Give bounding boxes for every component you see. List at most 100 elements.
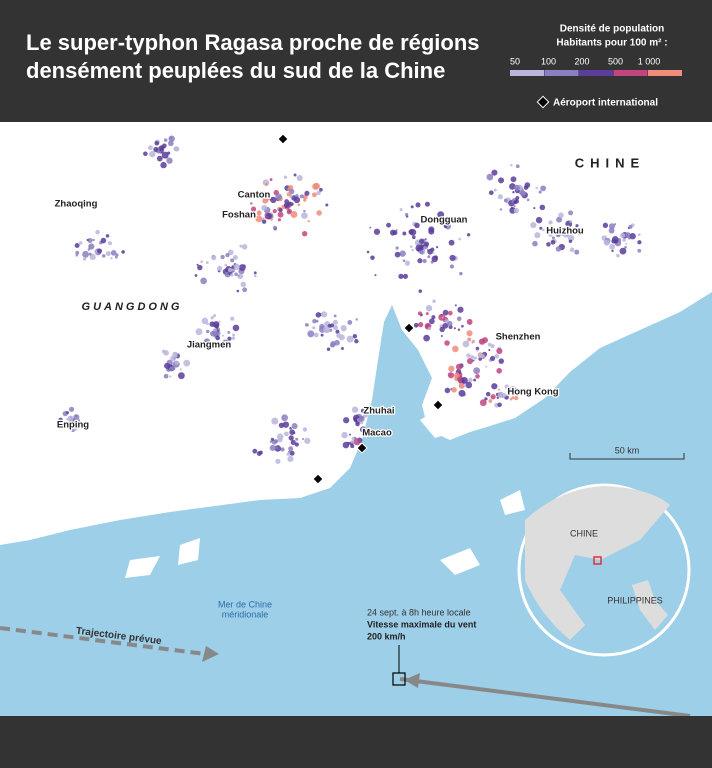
- place-label: Canton: [238, 190, 271, 201]
- density-blob: [444, 340, 450, 346]
- density-blob: [87, 238, 93, 244]
- density-blob: [227, 336, 232, 341]
- density-blob: [539, 226, 543, 230]
- density-blob: [541, 228, 545, 232]
- density-blob: [357, 417, 363, 423]
- density-blob: [261, 204, 268, 211]
- density-blob: [440, 335, 443, 338]
- density-blob: [499, 208, 503, 211]
- density-blob: [427, 326, 432, 331]
- density-blob: [209, 321, 216, 327]
- density-blob: [214, 324, 219, 329]
- density-blob: [503, 198, 508, 203]
- density-blob: [214, 341, 217, 345]
- density-blob: [283, 202, 290, 208]
- density-blob: [201, 317, 209, 325]
- density-blob: [354, 439, 358, 443]
- density-blob: [509, 386, 516, 393]
- density-blob: [608, 223, 615, 230]
- density-blob: [293, 196, 301, 204]
- density-blob: [466, 353, 471, 358]
- density-blob: [395, 246, 399, 250]
- density-blob: [252, 448, 258, 454]
- density-blob: [555, 246, 562, 252]
- density-blob: [340, 325, 347, 332]
- density-blob: [350, 440, 354, 444]
- density-blob: [302, 437, 305, 441]
- density-blob: [461, 324, 464, 328]
- density-blob: [497, 402, 502, 408]
- density-blob: [168, 366, 174, 372]
- scale-label: 50 km: [615, 445, 640, 455]
- density-blob: [466, 233, 471, 237]
- density-blob: [301, 212, 308, 219]
- density-blob: [149, 150, 156, 158]
- inset-marker: [593, 556, 602, 565]
- density-blob: [485, 391, 491, 397]
- density-blob: [307, 330, 315, 338]
- density-blob: [415, 244, 423, 252]
- density-blob: [75, 250, 80, 255]
- density-blob: [278, 422, 285, 429]
- density-blob: [304, 437, 311, 444]
- density-blob: [58, 417, 63, 423]
- density-blob: [293, 173, 297, 177]
- density-blob: [315, 312, 322, 318]
- density-blob: [514, 395, 519, 401]
- past-track: [399, 677, 691, 718]
- density-blob: [271, 417, 279, 425]
- density-blob: [316, 190, 321, 196]
- density-blob: [261, 219, 267, 224]
- density-blob: [402, 231, 407, 236]
- place-label: Jiangmen: [187, 340, 232, 351]
- density-blob: [286, 452, 291, 456]
- airport: [432, 399, 444, 411]
- density-blob: [88, 252, 92, 256]
- legend-swatch: [613, 70, 648, 76]
- density-blob: [270, 196, 277, 204]
- density-blob: [466, 357, 474, 365]
- density-blob: [227, 330, 231, 334]
- title-line: densément peuplées du sud de la Chine: [26, 58, 445, 83]
- density-blob: [491, 169, 498, 176]
- density-blob: [230, 316, 235, 321]
- density-blob: [218, 320, 221, 323]
- density-blob: [419, 238, 425, 244]
- density-blob: [239, 244, 243, 248]
- density-blob: [398, 273, 404, 279]
- density-blob: [374, 274, 377, 277]
- density-blob: [315, 319, 319, 323]
- density-blob: [362, 412, 368, 418]
- density-blob: [333, 314, 337, 318]
- density-blob: [88, 243, 95, 250]
- density-blob: [441, 221, 445, 225]
- density-blob: [558, 212, 564, 219]
- density-blob: [272, 209, 277, 214]
- density-blob: [62, 425, 65, 429]
- place-label: Enping: [57, 420, 89, 431]
- density-blob: [237, 273, 244, 280]
- density-blob: [359, 426, 367, 433]
- density-blob: [424, 201, 430, 207]
- density-blob: [622, 238, 626, 242]
- density-blob: [280, 447, 285, 452]
- density-blob: [178, 372, 185, 380]
- density-blob: [347, 320, 353, 325]
- density-blob: [568, 239, 573, 243]
- density-blob: [292, 431, 296, 435]
- density-blob: [509, 397, 513, 401]
- density-blob: [274, 439, 279, 444]
- place-label: Dongguan: [421, 215, 468, 226]
- density-blob: [497, 194, 503, 200]
- density-blob: [556, 216, 563, 223]
- density-blob: [470, 355, 475, 360]
- density-blob: [453, 327, 456, 330]
- density-blob: [313, 332, 319, 338]
- density-blob: [205, 261, 209, 265]
- density-blob: [539, 204, 546, 211]
- density-blob: [312, 326, 316, 330]
- density-blob: [270, 437, 275, 441]
- density-blob: [415, 202, 421, 208]
- forecast-arrow: [202, 646, 219, 662]
- density-blob: [442, 309, 449, 316]
